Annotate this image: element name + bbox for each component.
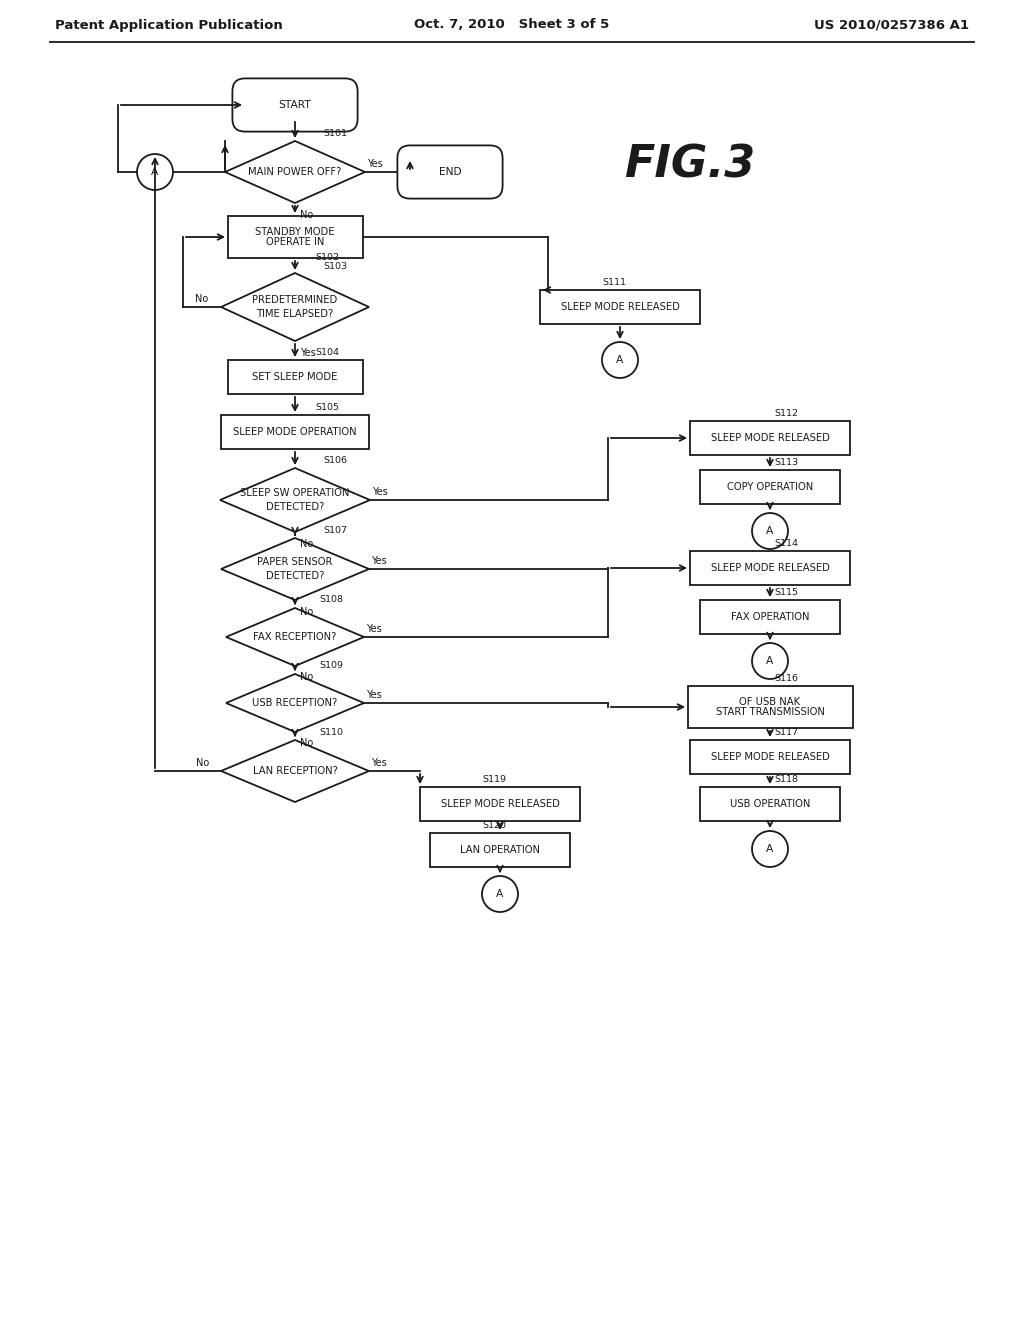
Text: SLEEP MODE OPERATION: SLEEP MODE OPERATION <box>233 426 356 437</box>
Text: Yes: Yes <box>371 758 387 768</box>
Bar <box>227 360 362 393</box>
Text: COPY OPERATION: COPY OPERATION <box>727 482 813 492</box>
Text: S112: S112 <box>774 409 798 418</box>
Text: OPERATE IN: OPERATE IN <box>266 238 325 247</box>
Text: PREDETERMINED: PREDETERMINED <box>252 294 338 305</box>
Text: No: No <box>300 672 313 682</box>
Polygon shape <box>221 273 369 341</box>
Text: END: END <box>438 168 462 177</box>
Text: S109: S109 <box>319 661 343 671</box>
Bar <box>227 216 362 257</box>
Circle shape <box>482 876 518 912</box>
Text: DETECTED?: DETECTED? <box>266 572 325 581</box>
Text: S105: S105 <box>315 403 339 412</box>
Text: S115: S115 <box>774 587 798 597</box>
Polygon shape <box>220 469 370 532</box>
Text: S119: S119 <box>482 775 506 784</box>
Text: US 2010/0257386 A1: US 2010/0257386 A1 <box>814 18 969 32</box>
Text: S103: S103 <box>323 261 347 271</box>
Bar <box>540 290 700 323</box>
Circle shape <box>752 832 788 867</box>
Text: FIG.3: FIG.3 <box>625 144 756 186</box>
FancyBboxPatch shape <box>397 145 503 198</box>
Text: A: A <box>152 168 159 177</box>
Bar <box>420 787 580 821</box>
Text: S117: S117 <box>774 729 798 737</box>
Text: S107: S107 <box>323 525 347 535</box>
Text: STANDBY MODE: STANDBY MODE <box>255 227 335 238</box>
Text: LAN RECEPTION?: LAN RECEPTION? <box>253 766 338 776</box>
Circle shape <box>602 342 638 378</box>
Polygon shape <box>225 141 365 203</box>
Text: SLEEP MODE RELEASED: SLEEP MODE RELEASED <box>711 564 829 573</box>
Text: S111: S111 <box>602 279 626 286</box>
Text: PAPER SENSOR: PAPER SENSOR <box>257 557 333 568</box>
Circle shape <box>752 643 788 678</box>
Text: S102: S102 <box>315 253 339 261</box>
Circle shape <box>137 154 173 190</box>
Text: S113: S113 <box>774 458 798 467</box>
Text: S118: S118 <box>774 775 798 784</box>
Text: SLEEP SW OPERATION: SLEEP SW OPERATION <box>241 488 349 498</box>
Text: No: No <box>196 758 209 768</box>
Text: OF USB NAK: OF USB NAK <box>739 697 801 708</box>
Text: A: A <box>766 656 773 667</box>
Text: TIME ELAPSED?: TIME ELAPSED? <box>256 309 334 319</box>
Text: Yes: Yes <box>372 487 388 498</box>
Text: S106: S106 <box>323 455 347 465</box>
Text: Patent Application Publication: Patent Application Publication <box>55 18 283 32</box>
Bar <box>690 421 850 455</box>
Text: A: A <box>766 525 773 536</box>
Text: Yes: Yes <box>366 624 382 634</box>
Text: MAIN POWER OFF?: MAIN POWER OFF? <box>248 168 342 177</box>
Text: No: No <box>300 539 313 549</box>
Text: Yes: Yes <box>300 348 315 358</box>
Text: S114: S114 <box>774 539 798 548</box>
Text: DETECTED?: DETECTED? <box>266 502 325 512</box>
Text: S104: S104 <box>315 348 339 356</box>
Circle shape <box>752 513 788 549</box>
Bar <box>700 787 840 821</box>
Text: No: No <box>300 210 313 220</box>
Text: S108: S108 <box>319 595 343 605</box>
Text: S120: S120 <box>482 821 506 830</box>
Text: Yes: Yes <box>371 556 387 566</box>
Text: A: A <box>497 888 504 899</box>
Text: START: START <box>279 100 311 110</box>
Text: S116: S116 <box>774 675 798 682</box>
Text: USB RECEPTION?: USB RECEPTION? <box>252 698 338 708</box>
Text: A: A <box>766 843 773 854</box>
Text: Yes: Yes <box>366 690 382 700</box>
Bar <box>700 470 840 504</box>
Bar <box>700 601 840 634</box>
Text: SLEEP MODE RELEASED: SLEEP MODE RELEASED <box>711 433 829 444</box>
Text: FAX OPERATION: FAX OPERATION <box>731 612 809 622</box>
Text: No: No <box>195 294 208 304</box>
Bar <box>690 741 850 774</box>
Text: Oct. 7, 2010   Sheet 3 of 5: Oct. 7, 2010 Sheet 3 of 5 <box>415 18 609 32</box>
Text: A: A <box>616 355 624 366</box>
Text: FAX RECEPTION?: FAX RECEPTION? <box>253 632 337 642</box>
Text: SLEEP MODE RELEASED: SLEEP MODE RELEASED <box>711 752 829 762</box>
Text: No: No <box>300 738 313 748</box>
Text: S110: S110 <box>319 729 343 737</box>
Bar <box>221 414 369 449</box>
Polygon shape <box>221 741 369 803</box>
Text: LAN OPERATION: LAN OPERATION <box>460 845 540 855</box>
Bar <box>430 833 570 867</box>
Polygon shape <box>226 675 364 733</box>
Text: No: No <box>300 607 313 616</box>
FancyBboxPatch shape <box>232 78 357 132</box>
Bar <box>690 550 850 585</box>
Text: START TRANSMISSION: START TRANSMISSION <box>716 708 824 717</box>
Text: S101: S101 <box>323 129 347 139</box>
Text: Yes: Yes <box>367 158 383 169</box>
Bar <box>687 686 853 729</box>
Text: USB OPERATION: USB OPERATION <box>730 799 810 809</box>
Text: SLEEP MODE RELEASED: SLEEP MODE RELEASED <box>440 799 559 809</box>
Polygon shape <box>226 609 364 667</box>
Text: SET SLEEP MODE: SET SLEEP MODE <box>252 372 338 381</box>
Text: SLEEP MODE RELEASED: SLEEP MODE RELEASED <box>560 302 680 312</box>
Polygon shape <box>221 539 369 601</box>
